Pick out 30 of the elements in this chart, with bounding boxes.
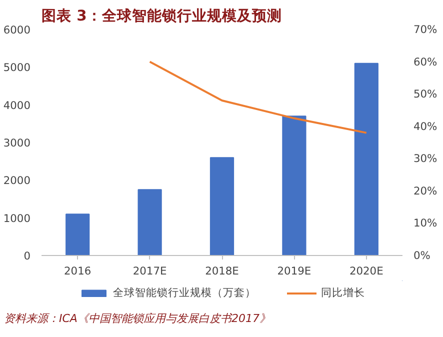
y-tick-label: 5000 xyxy=(3,61,31,74)
y-tick-label: 0 xyxy=(24,250,31,262)
bar xyxy=(138,189,162,256)
y-tick-label: 3000 xyxy=(3,136,31,150)
y2-tick-label: 50% xyxy=(414,88,438,101)
y-tick-label: 2000 xyxy=(3,174,31,188)
y-tick-label: 4000 xyxy=(3,98,31,112)
text: 资料来源：ICA《中国智能锁应用与发展白皮书2017》 xyxy=(4,311,270,327)
y-tick-label: 1000 xyxy=(3,212,31,225)
y2-tick-label: 0% xyxy=(414,249,430,262)
bar xyxy=(210,157,234,256)
bar xyxy=(66,214,90,256)
x-tick-label: 2016 xyxy=(64,264,92,278)
chart-title: 图表 3：全球智能锁行业规模及预测 xyxy=(42,8,282,24)
y2-tick-label: 70% xyxy=(414,23,438,36)
bar xyxy=(282,116,306,256)
y2-tick-label: 60% xyxy=(414,55,438,68)
legend-label: 同比增长 xyxy=(321,286,365,300)
y2-tick-label: 30% xyxy=(414,152,438,166)
y2-tick-label: 10% xyxy=(414,216,438,230)
bar xyxy=(354,62,378,256)
y2-tick-label: 20% xyxy=(414,184,438,198)
x-tick-label: 2019E xyxy=(277,264,312,278)
x-tick-label: 2017E xyxy=(132,264,167,278)
x-tick-label: 2020E xyxy=(349,264,384,278)
x-tick-label: 2018E xyxy=(205,264,240,278)
y-tick-label: 6000 xyxy=(3,24,31,36)
y2-tick-label: 40% xyxy=(414,120,438,133)
legend-label: 全球智能锁行业规模（万套） xyxy=(113,286,256,300)
line-series xyxy=(148,60,368,134)
